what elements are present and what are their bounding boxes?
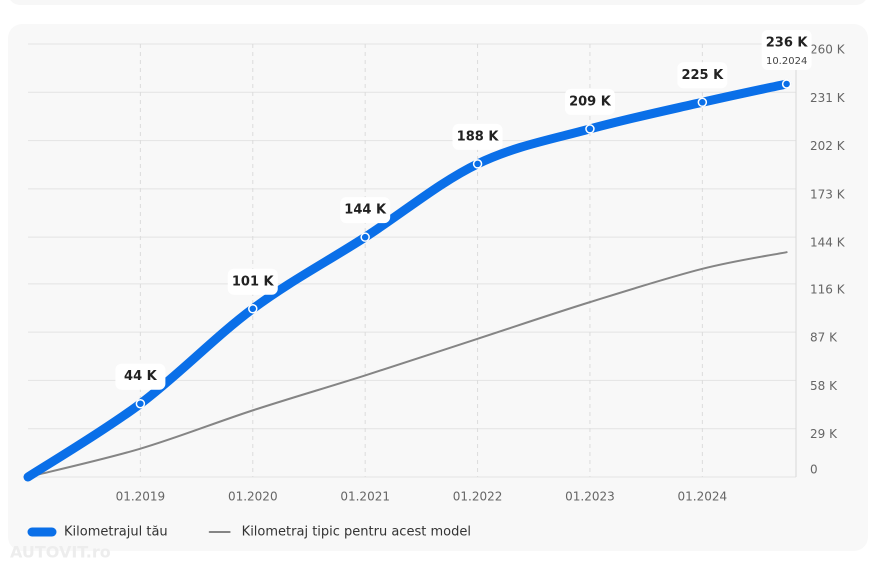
- data-point: [781, 79, 792, 89]
- y-tick-label: 202 K: [810, 139, 846, 153]
- x-tick-label: 01.2021: [340, 490, 390, 504]
- data-point: [135, 398, 146, 409]
- label-box: [115, 363, 166, 390]
- data-label: 236 K: [766, 35, 809, 50]
- data-label: 225 K: [681, 68, 724, 83]
- y-tick-label: 0: [810, 463, 818, 477]
- data-label: 44 K: [124, 369, 158, 384]
- x-tick-label: 01.2024: [678, 490, 728, 504]
- y-tick-label: 173 K: [810, 187, 846, 201]
- y-tick-label: 260 K: [810, 43, 846, 57]
- data-label-date: 10.2024: [766, 56, 807, 67]
- x-tick-label: 01.2019: [116, 490, 166, 504]
- data-label: 101 K: [232, 274, 275, 289]
- y-tick-label: 231 K: [810, 91, 846, 105]
- watermark: AUTOVIT.ro: [10, 543, 111, 562]
- data-point: [585, 124, 595, 134]
- y-tick-label: 58 K: [810, 379, 838, 393]
- y-tick-label: 29 K: [810, 427, 838, 441]
- x-tick-label: 01.2023: [565, 490, 615, 504]
- data-label: 144 K: [344, 203, 387, 218]
- legend-label: Kilometraj tipic pentru acest model: [242, 525, 471, 540]
- label-box: [227, 268, 278, 295]
- x-tick-label: 01.2020: [228, 490, 278, 504]
- data-point: [472, 159, 483, 169]
- x-tick-label: 01.2022: [453, 490, 503, 504]
- label-box: [564, 88, 615, 115]
- legend-label: Kilometrajul tău: [64, 525, 168, 540]
- series-line: [27, 251, 788, 478]
- series-line: [23, 79, 792, 482]
- label-box: [340, 197, 391, 224]
- label-box: [677, 62, 728, 89]
- y-tick-label: 87 K: [810, 331, 838, 345]
- data-point: [360, 232, 370, 242]
- y-tick-label: 144 K: [810, 236, 846, 250]
- card: [8, 24, 868, 551]
- data-label: 209 K: [569, 94, 612, 109]
- data-point: [697, 97, 708, 108]
- y-tick-label: 116 K: [810, 282, 846, 296]
- data-label: 188 K: [457, 129, 500, 144]
- data-point: [248, 304, 258, 314]
- label-box: [452, 123, 503, 150]
- top-card: [10, 0, 866, 5]
- label-box: [761, 29, 812, 70]
